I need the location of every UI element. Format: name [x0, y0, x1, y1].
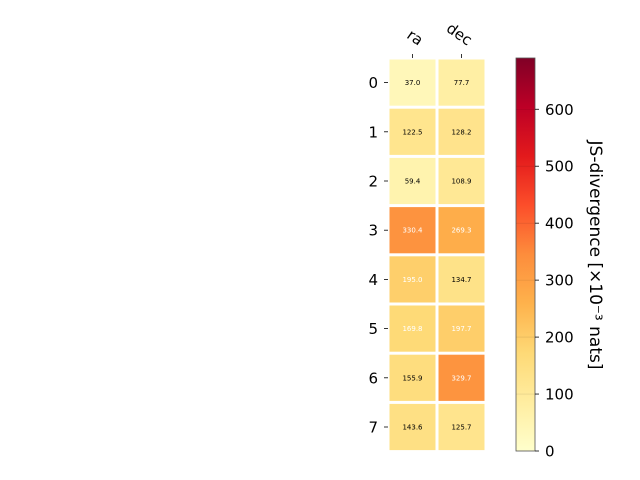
row-tick-label: 3: [368, 222, 378, 240]
colorbar-ticks: 0 100 200 300 400 500 600: [516, 101, 574, 461]
heatmap-cell: [438, 207, 485, 254]
cell-value-label: 122.5: [402, 128, 422, 136]
cell-value-label: 143.6: [402, 424, 423, 432]
heatmap-cell: [438, 256, 485, 303]
row-tick-labels: 0 1 2 3 4 5 6 7: [368, 74, 388, 437]
cell-value-label: 125.7: [451, 424, 471, 432]
row-tick-label: 2: [368, 173, 378, 191]
row-tick-label: 4: [368, 271, 378, 289]
row-tick-label: 5: [368, 320, 378, 338]
colorbar: 0 100 200 300 400 500 600 JS-divergence [×10⁻³…: [515, 57, 605, 461]
cell-value-label: 197.7: [451, 325, 471, 333]
cell-value-label: 108.9: [451, 178, 471, 186]
row-tick-label: 1: [368, 123, 378, 141]
cell-value-label: 37.0: [405, 79, 421, 87]
colorbar-tick-label: 600: [545, 101, 574, 119]
cell-value-label: 155.9: [402, 374, 422, 382]
heatmap-cell: [438, 305, 485, 352]
colorbar-gradient: [515, 57, 536, 452]
heatmap-cell: [389, 59, 436, 106]
heatmap-cell: [389, 403, 436, 451]
heatmap-cell: [389, 108, 436, 155]
row-tick-label: 0: [368, 74, 378, 92]
cell-value-label: 195.0: [402, 276, 422, 284]
heatmap-cell: [389, 354, 436, 401]
colorbar-tick-label: 200: [545, 329, 574, 347]
colorbar-label: JS-divergence [×10⁻³ nats]: [585, 140, 605, 370]
heatmap-cell: [389, 207, 436, 254]
colorbar-tick-label: 500: [545, 158, 574, 176]
colorbar-tick-label: 400: [545, 215, 574, 233]
cell-value-label: 128.2: [451, 128, 471, 136]
heatmap-cell: [389, 256, 436, 303]
cell-value-label: 77.7: [454, 79, 470, 87]
heatmap-cells: 37.0 77.7 122.5 128.2 59.4 108.9 330.4 269.3 195…: [389, 59, 485, 451]
heatmap-cell: [438, 108, 485, 155]
column-tick-labels: ra dec: [404, 19, 476, 58]
colorbar-tick-label: 300: [545, 272, 574, 290]
heatmap-cell: [438, 157, 485, 205]
column-tick-label: dec: [443, 19, 475, 49]
heatmap-cell: [438, 354, 485, 401]
cell-value-label: 134.7: [451, 276, 471, 284]
cell-value-label: 329.7: [451, 374, 471, 382]
cell-value-label: 59.4: [405, 178, 421, 186]
cell-value-label: 269.3: [451, 227, 471, 235]
row-tick-label: 7: [368, 419, 378, 437]
cell-value-label: 330.4: [402, 227, 423, 235]
colorbar-tick-label: 100: [545, 386, 574, 404]
heatmap-cell: [389, 305, 436, 352]
row-tick-label: 6: [368, 369, 378, 387]
cell-value-label: 169.8: [402, 325, 422, 333]
column-tick-label: ra: [404, 26, 427, 50]
heatmap-cell: [438, 59, 485, 106]
colorbar-tick-label: 0: [545, 443, 555, 461]
heatmap-cell: [438, 403, 485, 451]
heatmap-cell: [389, 157, 436, 205]
